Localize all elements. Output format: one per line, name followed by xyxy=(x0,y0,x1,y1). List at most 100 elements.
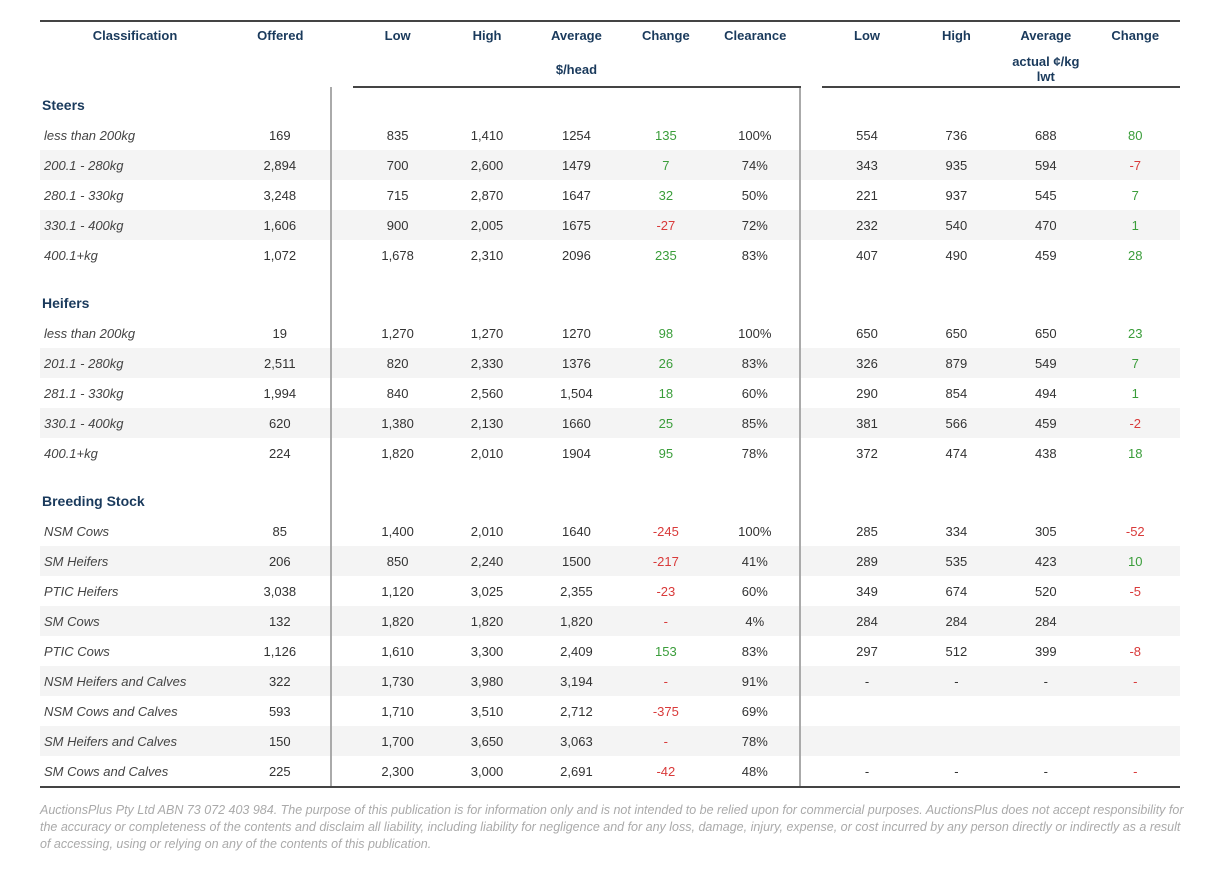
cell-avg-kg: - xyxy=(1001,666,1090,696)
cell-clearance: 60% xyxy=(711,576,800,606)
row-label: 400.1+kg xyxy=(40,438,230,468)
table-row: 281.1 - 330kg1,9948402,5601,5041860%2908… xyxy=(40,378,1180,408)
cell-clearance: 85% xyxy=(711,408,800,438)
cell-offered: 150 xyxy=(230,726,331,756)
cell-change-kg: 23 xyxy=(1091,318,1180,348)
cell-avg-kg: 549 xyxy=(1001,348,1090,378)
table-row: 400.1+kg1,0721,6782,310209623583%4074904… xyxy=(40,240,1180,270)
cell-high-kg: 879 xyxy=(912,348,1001,378)
table-row: NSM Cows851,4002,0101640-245100%28533430… xyxy=(40,516,1180,546)
row-label: SM Heifers xyxy=(40,546,230,576)
cell-change-kg: -52 xyxy=(1091,516,1180,546)
cell-offered: 322 xyxy=(230,666,331,696)
table-row: NSM Cows and Calves5931,7103,5102,712-37… xyxy=(40,696,1180,726)
cell-change-head: 7 xyxy=(621,150,710,180)
cell-offered: 224 xyxy=(230,438,331,468)
table-row: 400.1+kg2241,8202,01019049578%3724744381… xyxy=(40,438,1180,468)
cell-low-head: 1,270 xyxy=(353,318,442,348)
cell-low-kg: 372 xyxy=(822,438,911,468)
cell-offered: 169 xyxy=(230,120,331,150)
table-row: 201.1 - 280kg2,5118202,33013762683%32687… xyxy=(40,348,1180,378)
cell-change-head: 153 xyxy=(621,636,710,666)
cell-clearance: 83% xyxy=(711,348,800,378)
cell-offered: 206 xyxy=(230,546,331,576)
header-low-1: Low xyxy=(353,21,442,52)
header-low-2: Low xyxy=(822,21,911,52)
header-high-1: High xyxy=(442,21,531,52)
cell-high-kg xyxy=(912,696,1001,726)
row-label: PTIC Heifers xyxy=(40,576,230,606)
cell-high-head: 1,270 xyxy=(442,318,531,348)
cell-avg-head: 1640 xyxy=(532,516,621,546)
cell-avg-head: 1,820 xyxy=(532,606,621,636)
header-average-1: Average xyxy=(532,21,621,52)
table-row: SM Cows and Calves2252,3003,0002,691-424… xyxy=(40,756,1180,787)
section-title: Steers xyxy=(40,87,230,120)
cell-high-head: 1,820 xyxy=(442,606,531,636)
header-change-1: Change xyxy=(621,21,710,52)
cell-change-kg: - xyxy=(1091,666,1180,696)
subheader-per-head: $/head xyxy=(532,52,621,87)
cell-low-head: 850 xyxy=(353,546,442,576)
cell-change-head: -375 xyxy=(621,696,710,726)
cell-offered: 3,248 xyxy=(230,180,331,210)
cell-low-kg: 554 xyxy=(822,120,911,150)
cell-clearance: 83% xyxy=(711,240,800,270)
cell-offered: 1,072 xyxy=(230,240,331,270)
row-label: 330.1 - 400kg xyxy=(40,408,230,438)
cell-low-head: 835 xyxy=(353,120,442,150)
cell-avg-kg: 459 xyxy=(1001,408,1090,438)
row-label: 200.1 - 280kg xyxy=(40,150,230,180)
price-table: Classification Offered Low High Average … xyxy=(40,20,1180,788)
cell-change-kg xyxy=(1091,696,1180,726)
cell-high-head: 2,560 xyxy=(442,378,531,408)
cell-change-head: 18 xyxy=(621,378,710,408)
cell-clearance: 60% xyxy=(711,378,800,408)
cell-high-head: 2,005 xyxy=(442,210,531,240)
cell-offered: 225 xyxy=(230,756,331,787)
cell-change-kg: 1 xyxy=(1091,210,1180,240)
cell-high-head: 2,010 xyxy=(442,516,531,546)
cell-change-kg: 28 xyxy=(1091,240,1180,270)
cell-offered: 2,511 xyxy=(230,348,331,378)
cell-change-head: 95 xyxy=(621,438,710,468)
cell-low-head: 715 xyxy=(353,180,442,210)
row-label: less than 200kg xyxy=(40,318,230,348)
cell-clearance: 48% xyxy=(711,756,800,787)
cell-change-head: - xyxy=(621,666,710,696)
cell-clearance: 78% xyxy=(711,726,800,756)
table-row: 280.1 - 330kg3,2487152,87016473250%22193… xyxy=(40,180,1180,210)
cell-high-head: 2,240 xyxy=(442,546,531,576)
header-high-2: High xyxy=(912,21,1001,52)
cell-change-head: - xyxy=(621,726,710,756)
cell-low-head: 1,400 xyxy=(353,516,442,546)
cell-low-head: 1,730 xyxy=(353,666,442,696)
cell-high-head: 2,330 xyxy=(442,348,531,378)
cell-high-kg: 535 xyxy=(912,546,1001,576)
cell-avg-head: 2096 xyxy=(532,240,621,270)
row-label: 330.1 - 400kg xyxy=(40,210,230,240)
cell-avg-kg: 494 xyxy=(1001,378,1090,408)
cell-low-kg: 289 xyxy=(822,546,911,576)
cell-low-kg: 297 xyxy=(822,636,911,666)
cell-high-head: 3,025 xyxy=(442,576,531,606)
cell-high-head: 2,870 xyxy=(442,180,531,210)
cell-avg-head: 3,063 xyxy=(532,726,621,756)
cell-low-kg: 326 xyxy=(822,348,911,378)
row-label: 281.1 - 330kg xyxy=(40,378,230,408)
cell-high-head: 2,010 xyxy=(442,438,531,468)
table-row: less than 200kg191,2701,270127098100%650… xyxy=(40,318,1180,348)
cell-high-head: 3,300 xyxy=(442,636,531,666)
cell-clearance: 91% xyxy=(711,666,800,696)
cell-clearance: 50% xyxy=(711,180,800,210)
cell-change-head: 235 xyxy=(621,240,710,270)
cell-offered: 593 xyxy=(230,696,331,726)
cell-offered: 132 xyxy=(230,606,331,636)
cell-avg-kg: 438 xyxy=(1001,438,1090,468)
cell-change-kg: 18 xyxy=(1091,438,1180,468)
cell-high-kg: 736 xyxy=(912,120,1001,150)
cell-high-kg: - xyxy=(912,666,1001,696)
cell-avg-kg: 284 xyxy=(1001,606,1090,636)
cell-high-kg: 284 xyxy=(912,606,1001,636)
cell-change-kg: 1 xyxy=(1091,378,1180,408)
